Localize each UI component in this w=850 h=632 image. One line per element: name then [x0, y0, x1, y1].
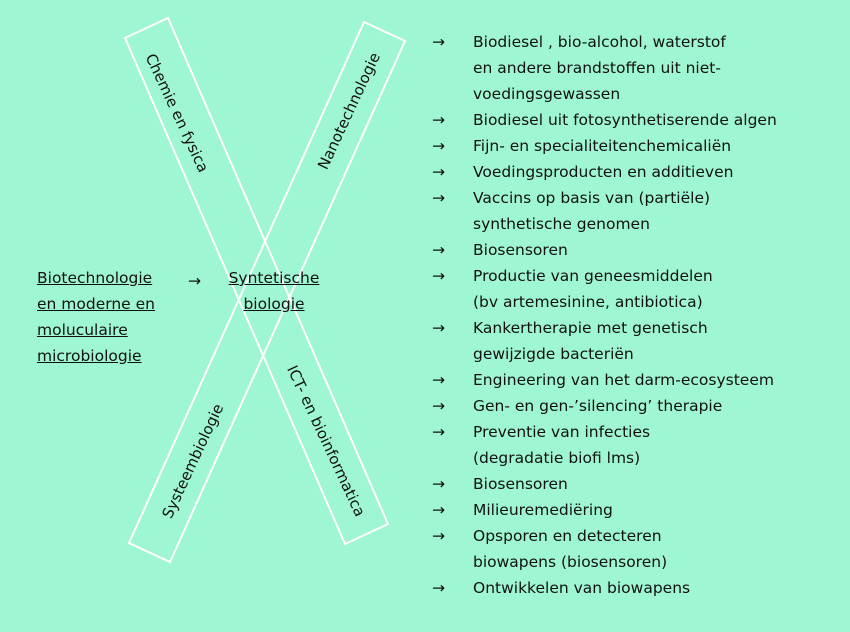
application-line: voedingsgewassen — [473, 85, 621, 103]
source-line: Biotechnologie — [37, 269, 153, 287]
right-arrow-icon: → — [432, 579, 445, 597]
application-item: → Opsporen en detecteren biowapens (biosen… — [432, 523, 832, 575]
application-item: → Productie van geneesmiddelen (bv artemes… — [432, 263, 832, 315]
application-text: Ontwikkelen van biowapens — [473, 575, 690, 601]
application-item: → Milieuremediëring — [432, 497, 832, 523]
right-arrow-icon: → — [432, 475, 445, 493]
application-line: Voedingsproducten en additieven — [473, 163, 734, 181]
application-line: Kankertherapie met genetisch — [473, 319, 708, 337]
application-text: Preventie van infecties (degradatie biofi… — [473, 419, 650, 471]
right-arrow-icon: → — [188, 272, 201, 290]
applications-list: → Biodiesel , bio-alcohol, waterstof en an… — [432, 29, 832, 601]
band-top-left-to-bottom-right — [123, 16, 390, 546]
source-line: microbiologie — [37, 347, 142, 365]
band-top-right-to-bottom-left — [127, 20, 407, 564]
application-text: Gen- en gen-’silencing’ therapie — [473, 393, 722, 419]
application-line: Productie van geneesmiddelen — [473, 267, 713, 285]
right-arrow-icon: → — [432, 501, 445, 519]
application-line: Opsporen en detecteren — [473, 527, 662, 545]
application-line: Biosensoren — [473, 475, 568, 493]
center-line: Syntetische — [228, 269, 320, 287]
application-line: Preventie van infecties — [473, 423, 651, 441]
application-line: biowapens (biosensoren) — [473, 553, 668, 571]
application-line: Biodiesel , bio-alcohol, waterstof — [473, 33, 726, 51]
center-label: Syntetische biologie — [218, 265, 330, 317]
application-item: → Gen- en gen-’silencing’ therapie — [432, 393, 832, 419]
right-arrow-icon: → — [432, 267, 445, 285]
application-item: → Biodiesel , bio-alcohol, waterstof en an… — [432, 29, 832, 107]
right-arrow-icon: → — [432, 319, 445, 337]
application-line: Biosensoren — [473, 241, 568, 259]
application-text: Engineering van het darm-ecosysteem — [473, 367, 774, 393]
application-text: Biosensoren — [473, 471, 568, 497]
application-line: Vaccins op basis van (partiële) — [473, 189, 711, 207]
source-field-label: Biotechnologie en moderne en moluculaire… — [37, 265, 155, 369]
application-line: (degradatie biofi lms) — [473, 449, 641, 467]
application-line: gewijzigde bacteriën — [473, 345, 634, 363]
right-arrow-icon: → — [432, 397, 445, 415]
application-text: Kankertherapie met genetisch gewijzigde b… — [473, 315, 708, 367]
right-arrow-icon: → — [432, 33, 445, 51]
right-arrow-icon: → — [432, 371, 445, 389]
application-line: Milieuremediëring — [473, 501, 613, 519]
application-item: → Fijn- en specialiteitenchemicaliën — [432, 133, 832, 159]
application-item: → Voedingsproducten en additieven — [432, 159, 832, 185]
application-text: Voedingsproducten en additieven — [473, 159, 733, 185]
application-line: (bv artemesinine, antibiotica) — [473, 293, 703, 311]
application-item: → Engineering van het darm-ecosysteem — [432, 367, 832, 393]
application-line: en andere brandstoffen uit niet- — [473, 59, 721, 77]
application-line: Gen- en gen-’silencing’ therapie — [473, 397, 723, 415]
center-line: biologie — [243, 295, 305, 313]
source-line: moluculaire — [37, 321, 128, 339]
right-arrow-icon: → — [432, 423, 445, 441]
application-item: → Kankertherapie met genetisch gewijzigde … — [432, 315, 832, 367]
application-item: → Vaccins op basis van (partiële) syntheti… — [432, 185, 832, 237]
right-arrow-icon: → — [432, 189, 445, 207]
application-line: Ontwikkelen van biowapens — [473, 579, 691, 597]
source-line: en moderne en — [37, 295, 155, 313]
application-item: → Preventie van infecties (degradatie biof… — [432, 419, 832, 471]
application-item: → Biosensoren — [432, 237, 832, 263]
right-arrow-icon: → — [432, 527, 445, 545]
application-line: Engineering van het darm-ecosysteem — [473, 371, 774, 389]
application-line: Fijn- en specialiteitenchemicaliën — [473, 137, 732, 155]
application-text: Vaccins op basis van (partiële) synthetis… — [473, 185, 710, 237]
right-arrow-icon: → — [432, 241, 445, 259]
application-item: → Biosensoren — [432, 471, 832, 497]
application-text: Biodiesel , bio-alcohol, waterstof en and… — [473, 29, 726, 107]
application-text: Opsporen en detecteren biowapens (biosens… — [473, 523, 667, 575]
application-text: Biosensoren — [473, 237, 568, 263]
application-item: → Ontwikkelen van biowapens — [432, 575, 832, 601]
application-text: Productie van geneesmiddelen (bv artemesi… — [473, 263, 713, 315]
application-line: synthetische genomen — [473, 215, 650, 233]
application-text: Milieuremediëring — [473, 497, 613, 523]
right-arrow-icon: → — [432, 163, 445, 181]
right-arrow-icon: → — [432, 137, 445, 155]
application-item: → Biodiesel uit fotosynthetiserende algen — [432, 107, 832, 133]
application-text: Fijn- en specialiteitenchemicaliën — [473, 133, 731, 159]
application-line: Biodiesel uit fotosynthetiserende algen — [473, 111, 777, 129]
application-text: Biodiesel uit fotosynthetiserende algen — [473, 107, 777, 133]
right-arrow-icon: → — [432, 111, 445, 129]
